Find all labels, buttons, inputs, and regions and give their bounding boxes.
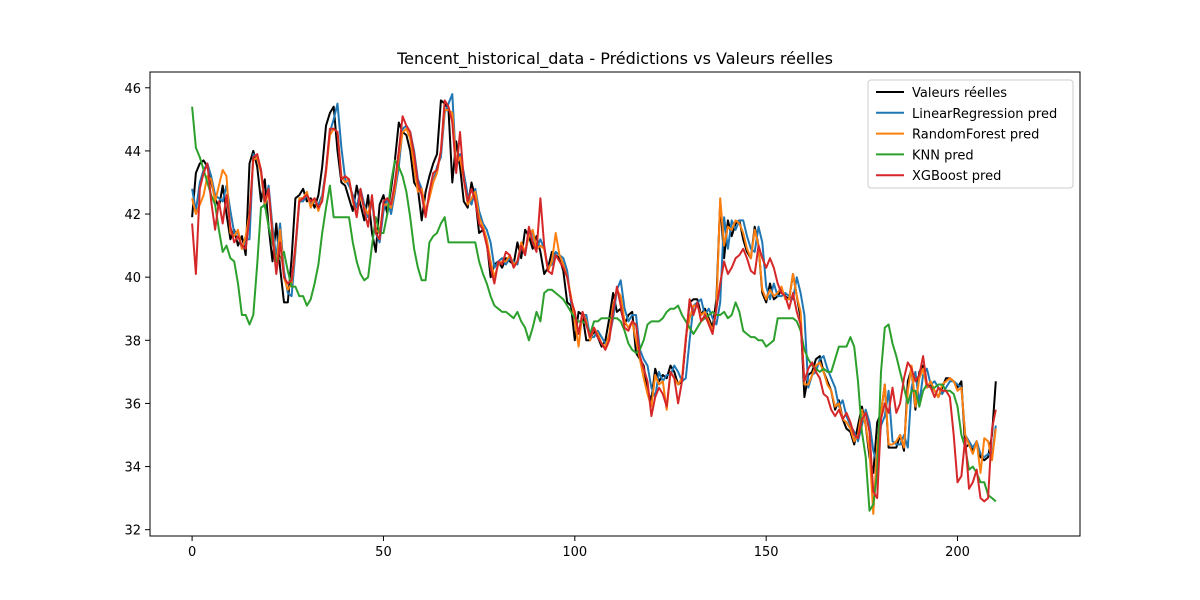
x-tick-label: 100 <box>562 545 587 560</box>
legend-label-xgboost-pred: XGBoost pred <box>912 169 1001 184</box>
y-tick-label: 40 <box>124 271 141 286</box>
y-axis: 32 34 36 38 40 42 44 46 <box>124 82 150 539</box>
y-tick-label: 38 <box>124 334 141 349</box>
x-tick-label: 200 <box>945 545 970 560</box>
y-tick-label: 36 <box>124 397 141 412</box>
chart-title: Tencent_historical_data - Prédictions vs… <box>396 49 833 69</box>
x-tick-label: 50 <box>375 545 392 560</box>
legend-box <box>867 79 1074 189</box>
legend-label-randomforest-pred: RandomForest pred <box>912 128 1039 143</box>
x-tick-label: 0 <box>188 545 196 560</box>
series-line-xgboost-pred <box>191 99 997 503</box>
legend-label-valeurs-r-elles: Valeurs réelles <box>912 86 1007 101</box>
legend: Valeurs réelles LinearRegression pred Rand… <box>867 79 1074 189</box>
y-tick-label: 44 <box>124 145 141 160</box>
series-line-knn-pred <box>191 106 997 512</box>
y-tick-label: 32 <box>124 524 141 539</box>
legend-label-linearregression-pred: LinearRegression pred <box>912 107 1057 122</box>
y-tick-label: 34 <box>124 461 141 476</box>
y-tick-label: 42 <box>124 208 141 223</box>
x-axis: 0 50 100 150 200 <box>188 536 970 560</box>
legend-label-knn-pred: KNN pred <box>912 148 974 163</box>
series-layer <box>191 93 997 515</box>
y-tick-label: 46 <box>124 82 141 97</box>
axes-frame <box>149 71 1081 537</box>
x-tick-label: 150 <box>754 545 779 560</box>
